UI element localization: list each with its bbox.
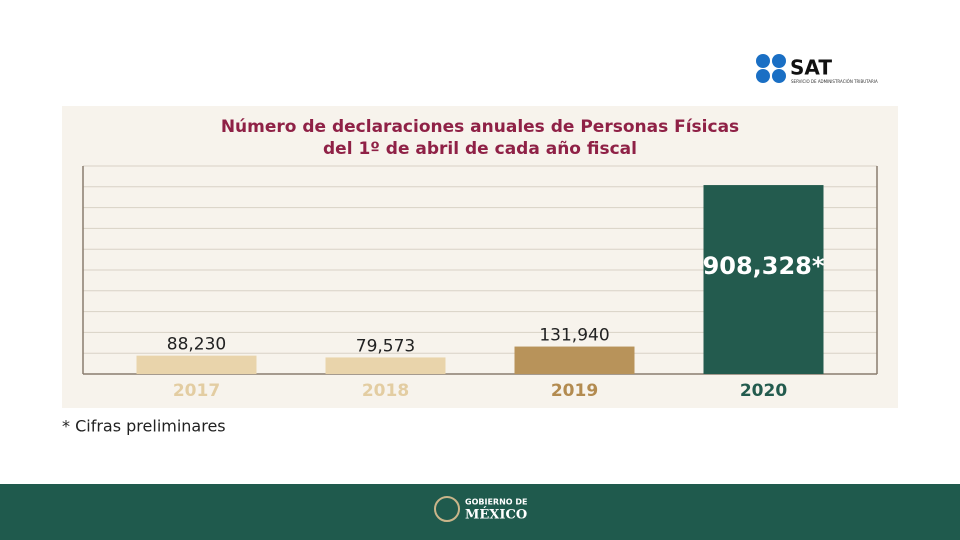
logo-text: SAT	[790, 56, 832, 80]
x-tick-label: 2019	[551, 381, 598, 401]
value-label: 908,328*	[703, 252, 825, 280]
footnote: * Cifras preliminares	[62, 417, 226, 436]
logo-dot	[756, 69, 770, 83]
bar	[136, 355, 257, 374]
footer-text: MÉXICO	[465, 507, 527, 523]
value-label: 88,230	[167, 335, 226, 355]
chart-title: Número de declaraciones anuales de Perso…	[221, 117, 739, 137]
footer-text: GOBIERNO DE	[465, 498, 527, 507]
chart-title: del 1º de abril de cada año fiscal	[323, 139, 637, 159]
x-tick-label: 2020	[740, 381, 787, 401]
logo-dot	[772, 69, 786, 83]
value-label: 131,940	[539, 326, 609, 346]
logo-dot	[756, 54, 770, 68]
logo-subtitle: SERVICIO DE ADMINISTRACIÓN TRIBUTARIA	[791, 79, 878, 84]
plot: 2017 88,230 2018 79,573 2019 131,940 2020 908,3…	[82, 165, 878, 401]
bar	[514, 346, 635, 374]
x-tick-label: 2018	[362, 381, 409, 401]
value-label: 79,573	[356, 336, 415, 356]
footer-band	[0, 484, 960, 540]
footer-emblem	[434, 496, 460, 522]
logo-dot	[772, 54, 786, 68]
bar	[703, 185, 824, 374]
x-tick-label: 2017	[173, 381, 220, 401]
bar	[325, 357, 446, 374]
sat-logo: SAT SERVICIO DE ADMINISTRACIÓN TRIBUTARI…	[756, 54, 878, 84]
